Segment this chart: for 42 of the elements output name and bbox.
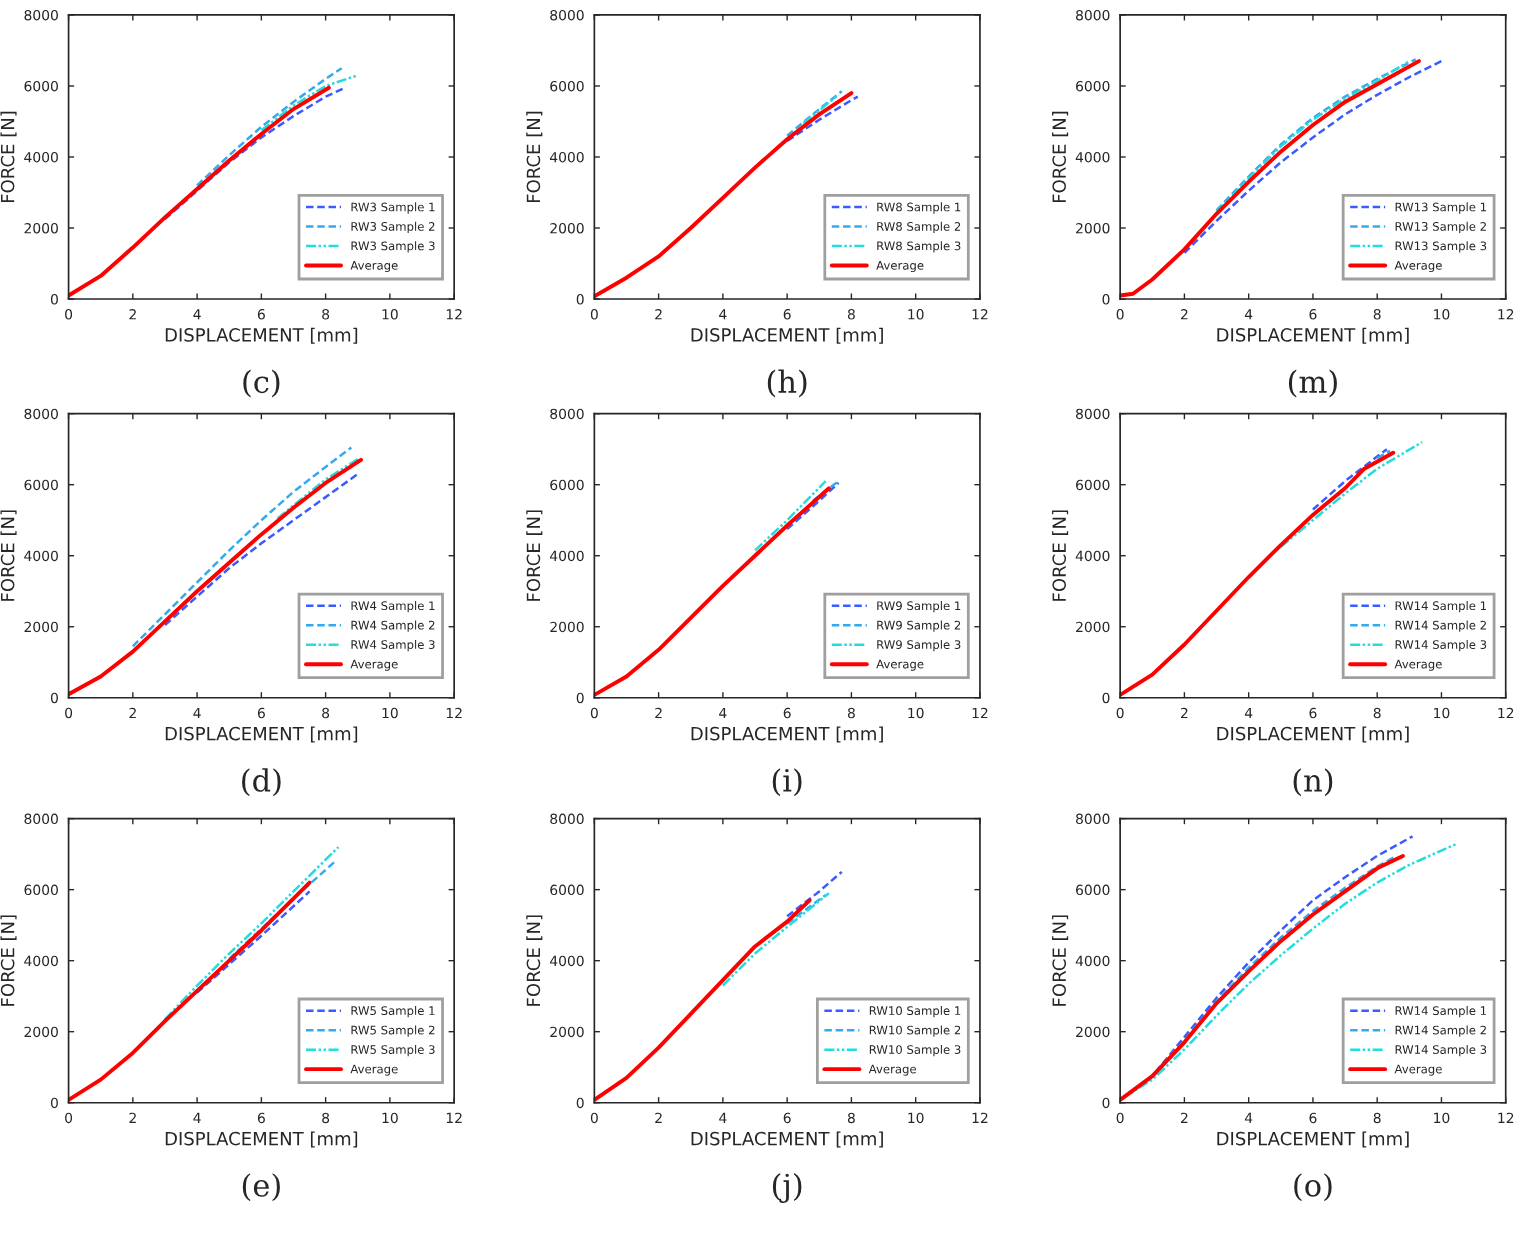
line-series	[721, 891, 831, 987]
line-series	[163, 845, 340, 1021]
line-series	[195, 66, 343, 187]
y-axis-title: FORCE [N]	[0, 111, 17, 203]
x-axis-title: DISPLACEMENT [mm]	[1217, 327, 1409, 344]
line-series	[594, 486, 831, 697]
x-axis-title: DISPLACEMENT [mm]	[691, 327, 883, 344]
y-axis-title: FORCE [N]	[1052, 915, 1069, 1006]
y-axis-title: FORCE [N]	[526, 915, 543, 1006]
y-axis-title: FORCE [N]	[1052, 111, 1069, 203]
line-series	[594, 91, 854, 299]
line-series	[1120, 450, 1396, 697]
text: (h)	[767, 369, 807, 398]
line-series	[594, 898, 812, 1102]
text: (o)	[1294, 1173, 1332, 1202]
x-axis-title: DISPLACEMENT [mm]	[165, 726, 358, 743]
text: (c)	[243, 369, 280, 398]
text: (n)	[1293, 768, 1333, 797]
line-series	[260, 74, 360, 132]
y-axis-title: FORCE [N]	[1052, 510, 1069, 601]
line-series	[68, 85, 331, 298]
x-axis-title: DISPLACEMENT [mm]	[165, 327, 358, 344]
text: (e)	[242, 1173, 280, 1202]
line-series	[785, 95, 860, 143]
x-axis-title: DISPLACEMENT [mm]	[1217, 1131, 1409, 1148]
y-axis-title: FORCE [N]	[0, 510, 17, 601]
y-axis-title: FORCE [N]	[526, 510, 543, 601]
text: (j)	[772, 1172, 802, 1203]
y-axis-title: FORCE [N]	[526, 111, 543, 203]
line-series	[131, 446, 353, 648]
text: (i)	[772, 768, 802, 797]
x-axis-title: DISPLACEMENT [mm]	[165, 1131, 358, 1148]
x-axis-title: DISPLACEMENT [mm]	[1217, 726, 1409, 743]
line-series	[195, 890, 311, 994]
text: (m)	[1288, 369, 1337, 398]
x-axis-title: DISPLACEMENT [mm]	[691, 1131, 883, 1148]
x-axis-title: DISPLACEMENT [mm]	[691, 726, 883, 743]
line-series	[163, 86, 347, 221]
line-series	[68, 880, 312, 1102]
line-series	[1279, 440, 1424, 549]
y-axis-title: FORCE [N]	[0, 915, 17, 1006]
text: (d)	[242, 768, 281, 797]
